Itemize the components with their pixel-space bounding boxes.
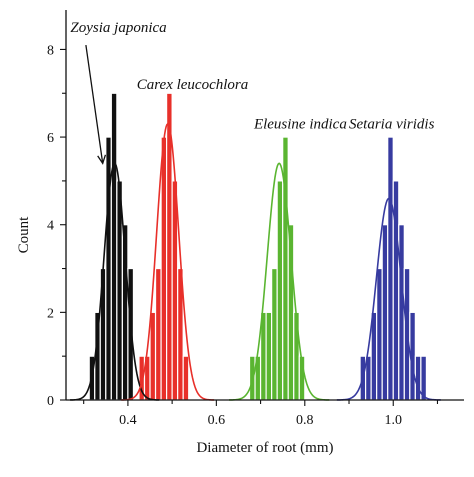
annotation-eleusine-indica: Eleusine indica bbox=[253, 116, 347, 132]
bar-setaria-viridis bbox=[398, 224, 405, 401]
bar-carex-leucochlora bbox=[154, 267, 162, 401]
x-axis-label: Diameter of root (mm) bbox=[196, 440, 333, 456]
curve-carex-leucochlora bbox=[121, 122, 215, 401]
curve-eleusine-indica bbox=[228, 162, 330, 401]
y-axis-label: Count bbox=[16, 216, 32, 254]
y-tick-label: 2 bbox=[47, 306, 54, 321]
x-tick-label: 0.8 bbox=[296, 413, 314, 428]
annotation-carex-leucochlora: Carex leucochlora bbox=[137, 77, 249, 93]
bar-eleusine-indica bbox=[271, 267, 278, 401]
bar-setaria-viridis bbox=[387, 136, 394, 401]
bar-eleusine-indica bbox=[276, 180, 284, 401]
y-tick-label: 0 bbox=[47, 394, 54, 409]
annotation-setaria-viridis: Setaria viridis bbox=[349, 116, 435, 132]
bar-setaria-viridis bbox=[376, 267, 383, 401]
y-tick-label: 8 bbox=[47, 43, 54, 58]
bar-zoysia-japonica bbox=[110, 92, 118, 401]
x-tick-label: 1.0 bbox=[384, 413, 402, 428]
bar-carex-leucochlora bbox=[160, 136, 168, 401]
curve-setaria-viridis bbox=[336, 197, 441, 401]
y-tick-label: 4 bbox=[47, 219, 54, 234]
bar-zoysia-japonica bbox=[127, 267, 135, 401]
curve-zoysia-japonica bbox=[70, 162, 160, 401]
annotation-zoysia-japonica: Zoysia japonica bbox=[70, 20, 166, 36]
bar-eleusine-indica bbox=[265, 311, 273, 401]
species-annotations: Zoysia japonica Carex leucochlora Eleusine… bbox=[70, 20, 435, 165]
bar-setaria-viridis bbox=[414, 355, 422, 401]
distribution-curves bbox=[70, 122, 441, 401]
x-tick-label: 0.4 bbox=[119, 413, 137, 428]
axes bbox=[65, 10, 464, 401]
bar-carex-leucochlora bbox=[182, 355, 190, 401]
bar-setaria-viridis bbox=[381, 224, 389, 401]
bar-carex-leucochlora bbox=[149, 311, 157, 401]
y-tick-label: 6 bbox=[47, 131, 54, 146]
x-tick-label: 0.6 bbox=[208, 413, 226, 428]
histogram-bars bbox=[88, 92, 428, 401]
annotation-arrow-head bbox=[97, 154, 107, 165]
annotation-arrow bbox=[85, 44, 104, 164]
axis-ticks: 0.4 0.6 0.8 1.0 0 2 4 6 8 bbox=[47, 43, 439, 428]
